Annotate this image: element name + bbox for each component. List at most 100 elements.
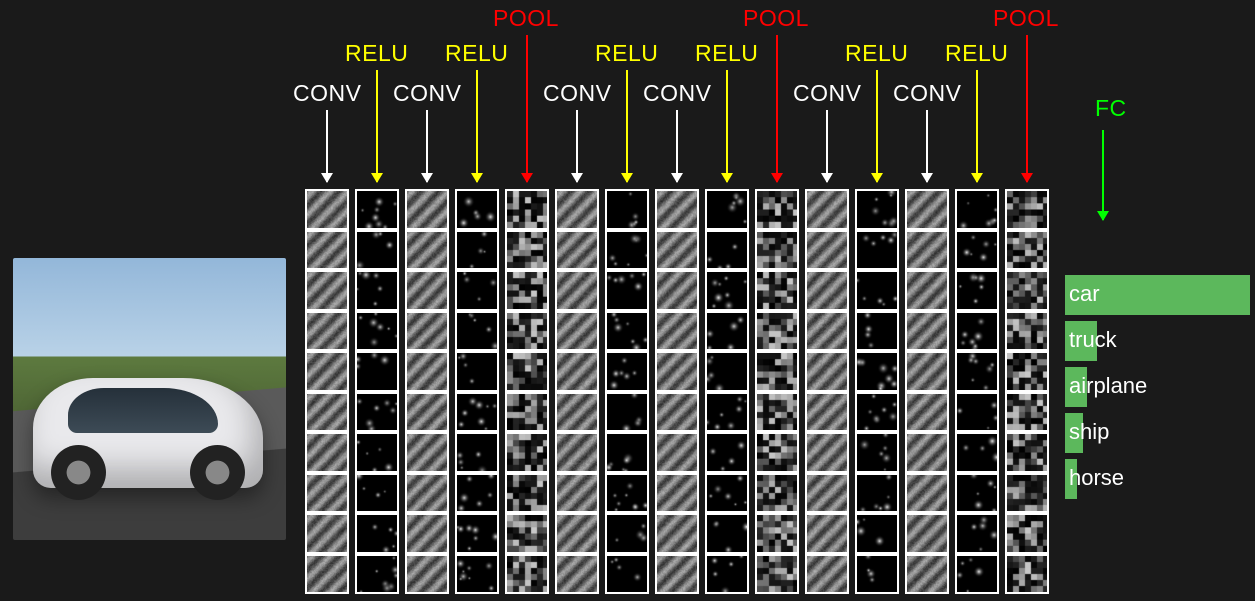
- fc-class-label: ship: [1069, 419, 1109, 445]
- activation-cell: [357, 394, 397, 431]
- fc-label: FC: [1095, 95, 1127, 122]
- activation-cell: [707, 353, 747, 390]
- conv-arrow-7: [676, 110, 678, 182]
- activation-cell: [357, 475, 397, 512]
- activation-cell: [657, 556, 697, 593]
- activation-cell: [807, 191, 847, 228]
- activation-cell: [1007, 313, 1047, 350]
- activation-cell: [307, 515, 347, 552]
- activation-cell: [407, 272, 447, 309]
- activation-cell: [457, 394, 497, 431]
- relu-arrow-6: [626, 70, 628, 182]
- activation-cell: [807, 353, 847, 390]
- activation-cell: [457, 434, 497, 471]
- activation-cell: [907, 353, 947, 390]
- activation-cell: [807, 272, 847, 309]
- activation-cell: [1007, 272, 1047, 309]
- activation-cell: [307, 191, 347, 228]
- activation-cell: [607, 272, 647, 309]
- conv-label-5: CONV: [543, 80, 611, 107]
- activation-cell: [857, 191, 897, 228]
- activation-cell: [757, 272, 797, 309]
- activation-cell: [507, 313, 547, 350]
- activation-cell: [507, 434, 547, 471]
- activation-cell: [807, 556, 847, 593]
- activation-cell: [457, 191, 497, 228]
- relu-arrow-8: [726, 70, 728, 182]
- relu-arrow-13: [976, 70, 978, 182]
- activation-cell: [357, 191, 397, 228]
- activation-cell: [857, 272, 897, 309]
- cnn-pipeline-diagram: CONVRELUCONVRELUPOOLCONVRELUCONVRELUPOOL…: [0, 0, 1255, 601]
- activation-cell: [757, 475, 797, 512]
- activation-cell: [457, 232, 497, 269]
- activation-cell: [607, 191, 647, 228]
- activation-cell: [807, 515, 847, 552]
- conv-arrow-10: [826, 110, 828, 182]
- activation-col-8-relu: [705, 189, 749, 594]
- fc-class-label: horse: [1069, 465, 1124, 491]
- activation-cell: [507, 475, 547, 512]
- activation-col-14-pool: [1005, 189, 1049, 594]
- activation-cell: [757, 434, 797, 471]
- pool-label-9: POOL: [743, 5, 809, 32]
- activation-cell: [407, 475, 447, 512]
- activation-cell: [607, 232, 647, 269]
- activation-cell: [407, 353, 447, 390]
- activation-cell: [857, 313, 897, 350]
- relu-label-11: RELU: [845, 40, 908, 67]
- activation-cell: [907, 515, 947, 552]
- activation-cell: [907, 313, 947, 350]
- activation-cell: [307, 394, 347, 431]
- conv-label-12: CONV: [893, 80, 961, 107]
- activation-cell: [657, 434, 697, 471]
- activation-cell: [557, 515, 597, 552]
- activation-cell: [307, 232, 347, 269]
- activation-cell: [657, 475, 697, 512]
- activation-cell: [807, 313, 847, 350]
- activation-cell: [707, 475, 747, 512]
- activation-cell: [957, 353, 997, 390]
- fc-class-label: airplane: [1069, 373, 1147, 399]
- relu-label-8: RELU: [695, 40, 758, 67]
- car-wheel-front: [51, 445, 106, 500]
- activation-cell: [707, 272, 747, 309]
- activation-col-0-conv: [305, 189, 349, 594]
- activation-col-13-relu: [955, 189, 999, 594]
- activation-cell: [857, 394, 897, 431]
- activation-cell: [707, 556, 747, 593]
- activation-cell: [357, 272, 397, 309]
- pool-label-14: POOL: [993, 5, 1059, 32]
- activation-cell: [307, 434, 347, 471]
- activation-cell: [807, 434, 847, 471]
- pool-label-4: POOL: [493, 5, 559, 32]
- activation-columns: [305, 189, 1049, 594]
- pool-arrow-14: [1026, 35, 1028, 182]
- activation-cell: [707, 191, 747, 228]
- activation-cell: [1007, 353, 1047, 390]
- conv-arrow-5: [576, 110, 578, 182]
- activation-cell: [657, 515, 697, 552]
- activation-cell: [757, 515, 797, 552]
- pool-arrow-9: [776, 35, 778, 182]
- activation-cell: [557, 191, 597, 228]
- activation-cell: [607, 556, 647, 593]
- activation-cell: [1007, 191, 1047, 228]
- activation-cell: [557, 475, 597, 512]
- activation-cell: [707, 313, 747, 350]
- activation-cell: [957, 556, 997, 593]
- activation-col-4-pool: [505, 189, 549, 594]
- activation-cell: [957, 272, 997, 309]
- activation-col-12-conv: [905, 189, 949, 594]
- activation-cell: [657, 191, 697, 228]
- activation-cell: [957, 434, 997, 471]
- activation-cell: [707, 515, 747, 552]
- activation-cell: [857, 232, 897, 269]
- activation-cell: [657, 232, 697, 269]
- activation-cell: [1007, 515, 1047, 552]
- activation-cell: [507, 394, 547, 431]
- activation-cell: [607, 475, 647, 512]
- activation-cell: [1007, 232, 1047, 269]
- relu-arrow-3: [476, 70, 478, 182]
- activation-cell: [407, 232, 447, 269]
